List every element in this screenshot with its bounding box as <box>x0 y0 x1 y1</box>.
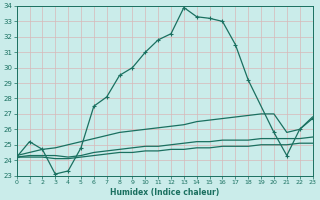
X-axis label: Humidex (Indice chaleur): Humidex (Indice chaleur) <box>110 188 219 197</box>
